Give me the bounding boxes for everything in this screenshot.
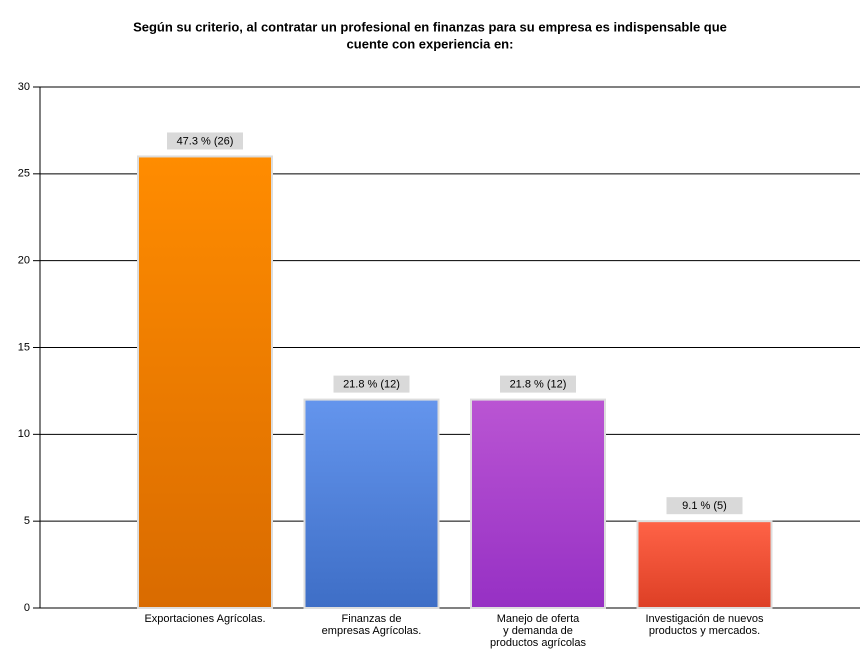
x-tick-label: empresas Agrícolas. bbox=[322, 625, 422, 637]
value-label-bg bbox=[333, 375, 410, 393]
value-label: 9.1 % (5) bbox=[682, 500, 727, 512]
chart-title: Según su criterio, al contratar un profe… bbox=[133, 19, 727, 34]
bar bbox=[303, 398, 440, 609]
y-tick-label: 5 bbox=[24, 515, 30, 527]
x-tick-label: Finanzas de bbox=[342, 613, 402, 625]
y-tick-label: 10 bbox=[18, 428, 30, 440]
bar bbox=[137, 155, 273, 609]
chart-title: cuente con experiencia en: bbox=[347, 36, 514, 51]
y-tick-label: 30 bbox=[18, 81, 30, 93]
x-tick-label: Exportaciones Agrícolas. bbox=[144, 613, 265, 625]
x-tick-label: y demanda de bbox=[503, 625, 573, 637]
x-tick-label: Investigación de nuevos bbox=[645, 613, 764, 625]
value-label: 21.8 % (12) bbox=[510, 379, 567, 391]
value-label-bg bbox=[167, 132, 243, 150]
bar bbox=[470, 398, 606, 609]
value-label-bg bbox=[500, 375, 576, 393]
value-label: 47.3 % (26) bbox=[177, 135, 234, 147]
y-tick-label: 0 bbox=[24, 602, 30, 614]
bar bbox=[636, 520, 773, 610]
x-tick-label: productos agrícolas bbox=[490, 637, 586, 649]
x-tick-label: Manejo de oferta bbox=[497, 613, 580, 625]
x-tick-label: productos y mercados. bbox=[649, 625, 760, 637]
y-tick-label: 20 bbox=[18, 255, 30, 267]
y-tick-label: 25 bbox=[18, 168, 30, 180]
value-label-bg bbox=[666, 497, 743, 515]
y-tick-label: 15 bbox=[18, 341, 30, 353]
value-label: 21.8 % (12) bbox=[343, 379, 400, 391]
